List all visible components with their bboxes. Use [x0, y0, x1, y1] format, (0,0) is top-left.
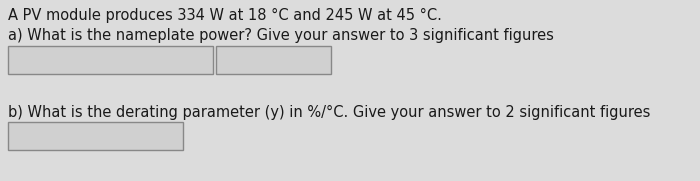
Bar	[8, 122, 183, 150]
Bar	[216, 46, 331, 74]
Text: a) What is the nameplate power? Give your answer to 3 significant figures: a) What is the nameplate power? Give you…	[8, 28, 554, 43]
Text: b) What is the derating parameter (y) in %/°C. Give your answer to 2 significant: b) What is the derating parameter (y) in…	[8, 105, 650, 120]
Text: A PV module produces 334 W at 18 °C and 245 W at 45 °C.: A PV module produces 334 W at 18 °C and …	[8, 8, 442, 23]
Bar	[8, 46, 213, 74]
